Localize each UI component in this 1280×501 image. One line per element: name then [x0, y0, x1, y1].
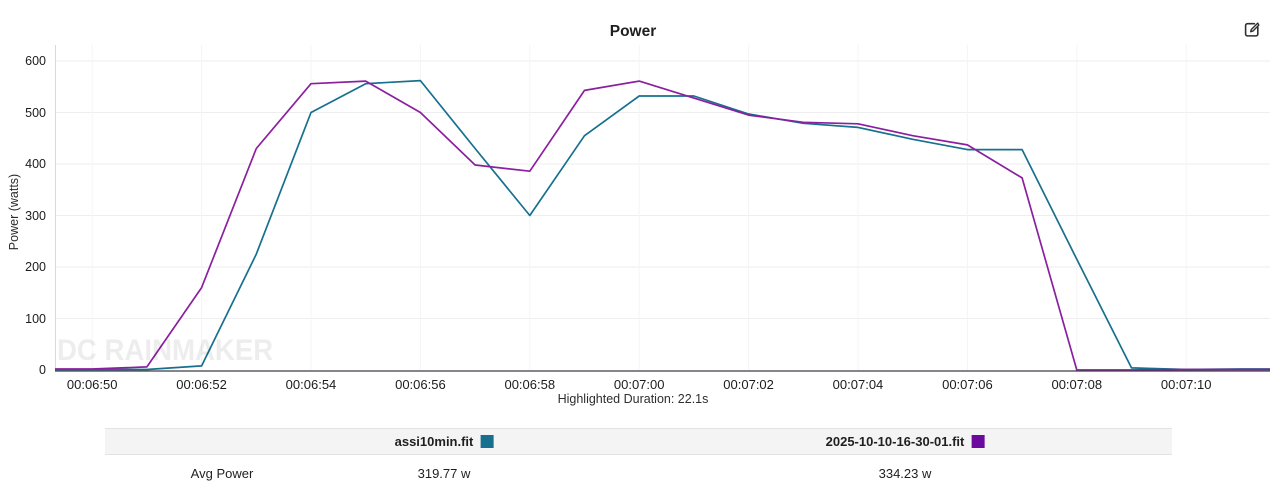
chart-title: Power	[609, 23, 657, 40]
series-color-swatch-purple	[971, 435, 985, 448]
series-line-assi10min	[55, 79, 1270, 371]
x-tick-label: 00:07:08	[1051, 377, 1103, 392]
edit-button[interactable]	[1244, 19, 1264, 39]
avg-power-value-assi10min: 319.77 w	[417, 466, 471, 481]
y-tick-label: 0	[39, 363, 46, 377]
y-tick-label: 100	[25, 311, 46, 326]
metric-label: Avg Power	[190, 466, 254, 481]
x-tick-label: 00:06:52	[176, 377, 227, 392]
x-tick-label: 00:07:06	[942, 377, 993, 392]
x-tick-label: 00:06:56	[395, 377, 446, 392]
plot-area[interactable]	[55, 45, 1270, 372]
legend-item-2025-10-10[interactable]: 2025-10-10-16-30-01.fit	[826, 429, 985, 454]
series-color-swatch-teal	[480, 435, 494, 448]
y-tick-label: 600	[25, 54, 46, 68]
legend-header-row: assi10min.fit 2025-10-10-16-30-01.fit	[105, 428, 1172, 455]
y-tick-label: 500	[25, 105, 46, 120]
legend-table: assi10min.fit 2025-10-10-16-30-01.fit Av…	[105, 428, 1172, 491]
legend-item-assi10min[interactable]: assi10min.fit	[395, 429, 494, 454]
x-tick-label: 00:07:04	[832, 377, 884, 392]
avg-power-value-2025-10-10: 334.23 w	[878, 466, 932, 481]
series-line-2025-10-10	[55, 80, 1270, 371]
x-tick-label: 00:06:58	[504, 377, 556, 392]
x-tick-label: 00:07:00	[613, 377, 665, 392]
x-tick-label: 00:06:50	[66, 377, 118, 392]
x-tick-label: 00:07:02	[723, 377, 774, 392]
y-tick-label: 300	[25, 208, 46, 223]
y-tick-label: 200	[25, 260, 46, 274]
edit-icon	[1244, 21, 1260, 37]
y-tick-label: 400	[25, 157, 46, 171]
avg-power-row: Avg Power 319.77 w 334.23 w	[105, 455, 1172, 491]
x-tick-label: 00:07:10	[1160, 377, 1212, 392]
legend-label: assi10min.fit	[394, 434, 474, 449]
legend-label: 2025-10-10-16-30-01.fit	[825, 434, 965, 449]
highlighted-duration-label: Highlighted Duration: 22.1s	[557, 392, 709, 406]
x-tick-label: 00:06:54	[285, 377, 337, 392]
